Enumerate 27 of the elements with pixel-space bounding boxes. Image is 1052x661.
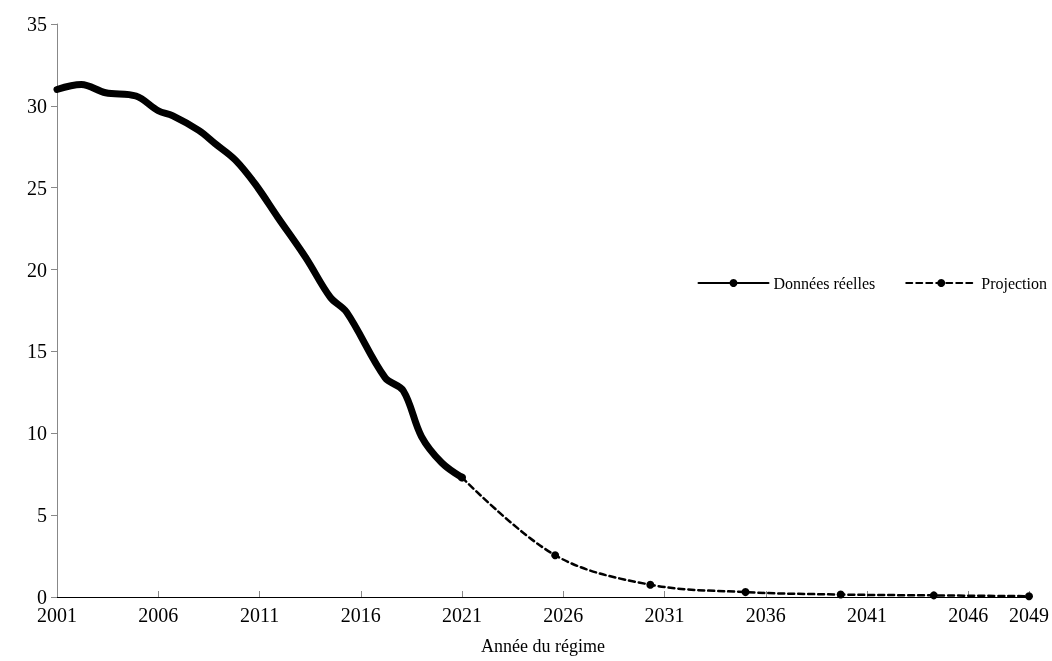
point [1025, 592, 1033, 601]
x-tick-label: 2049 [1009, 604, 1049, 626]
x-tick-label: 2031 [644, 604, 685, 626]
x-tick-label: 2046 [948, 604, 989, 626]
legend-label: Projection [981, 274, 1047, 293]
point [646, 580, 655, 589]
x-axis-title: Année du régime [481, 636, 605, 656]
legend-label: Données réelles [773, 274, 876, 292]
x-tick-label: 2026 [543, 604, 584, 626]
point [836, 590, 845, 599]
point [741, 588, 750, 597]
y-tick-label: 25 [27, 176, 47, 199]
y-tick-label: 30 [27, 94, 47, 117]
y-tick-label: 5 [37, 504, 47, 527]
y-tick-label: 15 [27, 340, 47, 363]
point [458, 473, 466, 482]
x-tick-label: 2041 [847, 604, 887, 626]
y-tick-label: 20 [27, 258, 47, 281]
x-tick-label: 2011 [239, 604, 280, 626]
y-tick-label: 10 [27, 422, 47, 445]
y-tick-label: 35 [27, 13, 47, 35]
point [551, 551, 560, 560]
point [929, 591, 938, 600]
x-tick-label: 2006 [138, 604, 179, 626]
x-tick-label: 2016 [340, 604, 381, 626]
x-tick-label: 2021 [442, 604, 482, 626]
x-tick-label: 2036 [745, 604, 786, 626]
